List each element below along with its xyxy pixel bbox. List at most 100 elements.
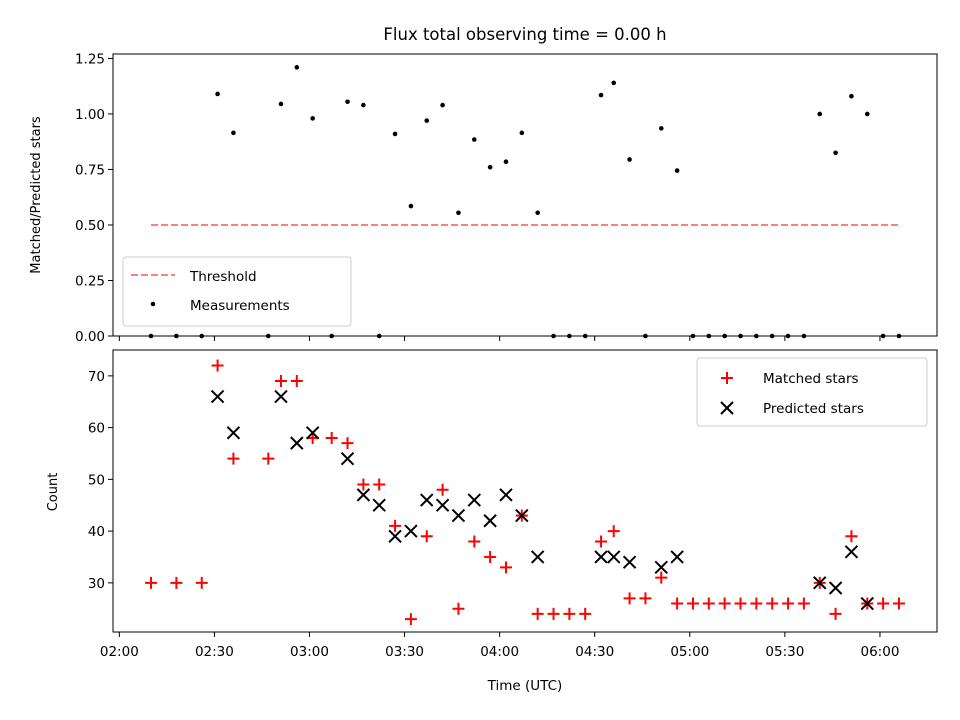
matched-star-marker [436, 483, 449, 496]
bottom-xtick-label: 04:30 [575, 644, 614, 660]
predicted-star-marker [340, 451, 355, 466]
top-legend-box [122, 256, 352, 327]
bottom-xtick-label: 03:30 [385, 644, 424, 660]
bottom-xtick-label: 05:30 [765, 644, 804, 660]
measurement-point [456, 210, 461, 216]
bottom-plot-frame [112, 349, 938, 633]
measurement-point [503, 159, 509, 164]
matched-star-marker [655, 571, 668, 584]
measurement-point [598, 92, 604, 98]
predicted-star-marker [515, 508, 529, 523]
measurement-point [519, 130, 525, 136]
predicted-star-marker [305, 426, 320, 440]
measurement-point [849, 93, 854, 99]
bottom-ytick-label: 50 [88, 472, 105, 488]
measurement-point [535, 210, 540, 216]
measurement-point [611, 80, 617, 86]
predicted-star-marker [274, 389, 288, 404]
matched-star-marker [499, 561, 512, 574]
measurement-point [231, 130, 236, 136]
matched-star-marker [404, 613, 417, 626]
measurement-point [658, 126, 664, 131]
predicted-star-marker [670, 550, 684, 564]
legend-predicted-swatch [720, 401, 734, 415]
predicted-star-marker [844, 545, 859, 559]
matched-star-marker [829, 607, 842, 620]
matched-star-marker [484, 550, 497, 563]
matched-star-marker [595, 535, 608, 548]
predicted-star-marker [483, 514, 497, 528]
top-plot-frame [112, 53, 938, 337]
measurement-point [864, 111, 870, 117]
bottom-ytick-label: 30 [88, 576, 105, 592]
matched-star-marker [357, 478, 370, 491]
bottom-xlabel: Time (UTC) [487, 678, 563, 694]
matched-star-marker [170, 576, 183, 589]
matched-star-marker [734, 597, 747, 610]
measurement-point [487, 164, 493, 170]
matched-star-marker [290, 375, 303, 388]
matched-star-marker [686, 597, 699, 610]
measurement-point [471, 137, 477, 142]
bottom-xtick-label: 05:00 [670, 644, 709, 660]
matched-star-marker [227, 452, 240, 465]
measurement-point [310, 116, 315, 121]
predicted-star-marker [828, 581, 843, 595]
bottom-ytick-label: 60 [88, 421, 105, 437]
matched-star-marker [718, 597, 731, 610]
measurement-point [392, 131, 398, 137]
predicted-star-marker [210, 389, 225, 404]
top-ytick-label: 0.50 [75, 218, 105, 234]
predicted-star-marker [594, 550, 608, 564]
matched-star-marker [877, 597, 890, 610]
matched-star-marker [766, 597, 779, 610]
measurement-point [215, 91, 220, 97]
predicted-star-marker [467, 493, 481, 507]
matched-star-marker [579, 607, 592, 620]
measurement-point [627, 157, 632, 162]
predicted-star-marker [499, 488, 513, 502]
measurement-point [674, 168, 680, 173]
matched-star-marker [145, 576, 158, 589]
top-legend: Threshold Measurements [122, 256, 352, 327]
predicted-star-marker [372, 498, 386, 512]
bottom-legend: Matched stars Predicted stars [696, 357, 928, 427]
matched-star-marker [623, 592, 636, 605]
top-ytick-label: 1.25 [75, 51, 105, 67]
matched-star-marker [750, 597, 763, 610]
predicted-star-marker [404, 524, 418, 538]
predicted-star-marker [290, 436, 304, 450]
matched-star-marker [782, 597, 795, 610]
matched-star-marker [797, 597, 810, 610]
matched-star-marker [341, 437, 354, 450]
measurement-point [408, 203, 414, 209]
measurement-point [440, 102, 445, 108]
legend-threshold-label: Threshold [189, 269, 257, 285]
bottom-ytick-label: 40 [88, 524, 105, 540]
bottom-legend-box [696, 357, 928, 427]
matched-star-marker [468, 535, 481, 548]
predicted-star-marker [607, 550, 621, 564]
bottom-plot-area: 30 40 50 60 70 02:00 02:30 03:00 03:30 04:00 04:30… [88, 359, 905, 660]
bottom-xtick-label: 04:00 [480, 644, 519, 660]
predicted-star-marker [226, 426, 241, 440]
matched-star-marker [262, 452, 275, 465]
matched-star-marker [452, 602, 465, 615]
matched-star-marker [325, 431, 338, 444]
bottom-xtick-label: 06:00 [861, 644, 900, 660]
bottom-xtick-label: 03:00 [290, 644, 329, 660]
measurement-point [424, 118, 430, 123]
top-ytick-label: 0.25 [75, 273, 105, 289]
legend-measurements-label: Measurements [190, 298, 290, 314]
predicted-star-marker [356, 488, 371, 502]
legend-predicted-label: Predicted stars [763, 401, 864, 417]
predicted-star-marker [530, 550, 545, 564]
top-ytick-label: 1.00 [75, 107, 105, 123]
matched-star-marker [702, 597, 715, 610]
predicted-star-marker [622, 555, 637, 569]
measurement-point [817, 111, 823, 117]
matched-star-marker [420, 530, 433, 543]
top-ytick-label: 0.75 [75, 162, 105, 178]
predicted-star-marker [451, 508, 466, 523]
